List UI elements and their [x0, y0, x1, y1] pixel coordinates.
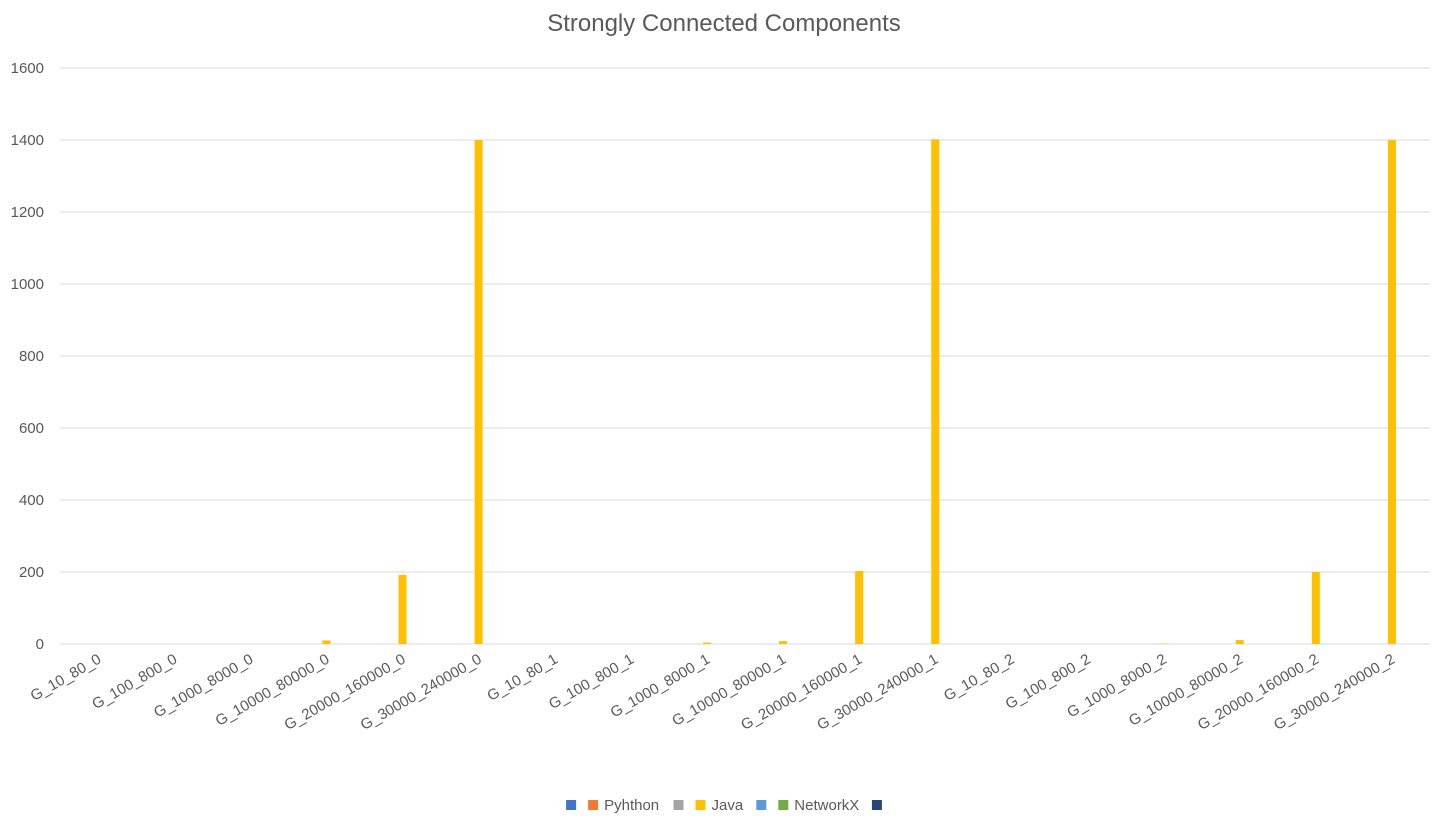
bar	[1235, 640, 1244, 644]
y-tick-label: 1000	[11, 276, 44, 293]
y-tick-label: 400	[19, 492, 44, 509]
legend-swatch	[871, 800, 882, 810]
legend-swatch	[778, 800, 789, 810]
bar	[779, 641, 788, 644]
chart-title: Strongly Connected Components	[547, 10, 901, 37]
bar	[1311, 572, 1320, 644]
legend-label: Pyhthon	[604, 797, 659, 814]
y-tick-label: 1200	[11, 204, 44, 221]
bar	[398, 574, 407, 644]
legend-swatch	[756, 800, 767, 810]
bar	[1387, 140, 1396, 644]
bar	[474, 140, 483, 644]
y-tick-label: 800	[19, 348, 44, 365]
y-tick-label: 1600	[11, 60, 44, 77]
legend-swatch	[695, 800, 706, 810]
bar	[855, 570, 864, 644]
y-tick-label: 600	[19, 420, 44, 437]
bar	[702, 642, 711, 644]
legend-label: NetworkX	[794, 797, 859, 814]
legend-swatch	[588, 800, 599, 810]
y-tick-label: 200	[19, 564, 44, 581]
bar	[322, 640, 331, 644]
legend-swatch	[673, 800, 684, 810]
y-tick-label: 0	[36, 636, 44, 653]
y-tick-label: 1400	[11, 132, 44, 149]
bar	[931, 139, 940, 644]
legend-label: Java	[712, 797, 744, 814]
legend-swatch	[566, 800, 577, 810]
